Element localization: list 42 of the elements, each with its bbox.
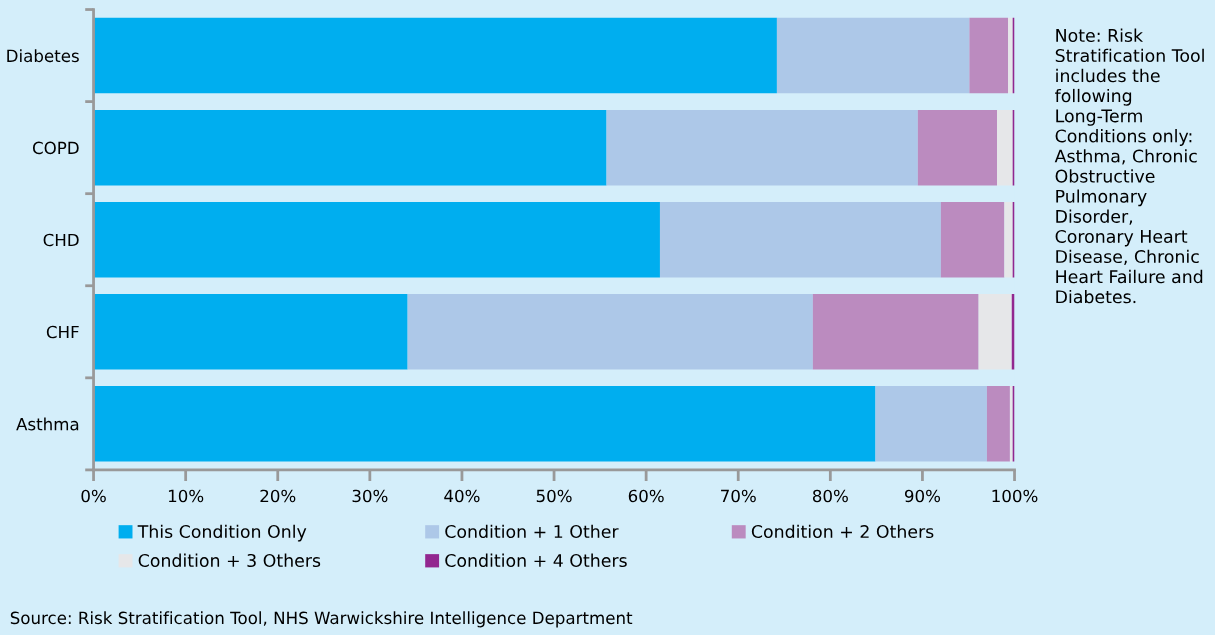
legend-label: Condition + 4 Others [445, 553, 627, 568]
bar [93, 17, 777, 94]
legend-label: Condition + 1 Other [445, 524, 619, 539]
x-tick-label: 80% [812, 489, 848, 503]
bar [969, 17, 1009, 94]
legend-label: Condition + 2 Others [751, 524, 934, 539]
bar [407, 294, 813, 370]
x-tick-label: 50% [536, 489, 572, 503]
bar [986, 386, 1010, 462]
bar [93, 294, 408, 370]
bar [93, 201, 660, 278]
x-tick-label: 30% [352, 489, 388, 503]
legend-label: Condition + 3 Others [138, 553, 321, 568]
bar [93, 386, 876, 462]
y-tick-label: CHF [46, 325, 79, 339]
x-tick-label: 60% [628, 489, 664, 503]
bar [875, 386, 987, 462]
bar [1004, 201, 1013, 278]
bar [812, 294, 979, 370]
bar [997, 109, 1013, 186]
source-note: Source: Risk Stratification Tool, NHS Warwickshire Intelligence Department [10, 611, 633, 628]
bar [940, 201, 1005, 278]
y-tick-label: Asthma [16, 417, 79, 431]
x-tick-label: 90% [904, 489, 941, 503]
x-tick-label: 70% [721, 489, 756, 503]
bar [776, 17, 970, 94]
x-tick-label: 20% [260, 489, 296, 503]
bar [659, 201, 941, 278]
bar [606, 109, 918, 186]
bar [93, 109, 607, 186]
bar [1008, 17, 1013, 94]
y-tick-label: COPD [32, 141, 79, 155]
x-tick-label: 40% [444, 489, 480, 503]
text: Note: Risk Stratification Tool includes the following Long-Term Conditions only: Asthma, Chronic Obstructive Pulmonary Disorder, Coronary Heart Disease, Chronic Heart Failure and Diabetes. [1054, 28, 1204, 304]
x-tick-label: 0% [81, 489, 106, 503]
y-tick-label: Diabetes [7, 49, 79, 63]
x-tick-label: 10% [168, 489, 204, 503]
bar [978, 294, 1012, 370]
legend-label: This Condition Only [137, 524, 307, 542]
bar [917, 109, 998, 186]
x-tick-label: 100% [992, 489, 1038, 503]
y-tick-label: CHD [43, 233, 79, 247]
